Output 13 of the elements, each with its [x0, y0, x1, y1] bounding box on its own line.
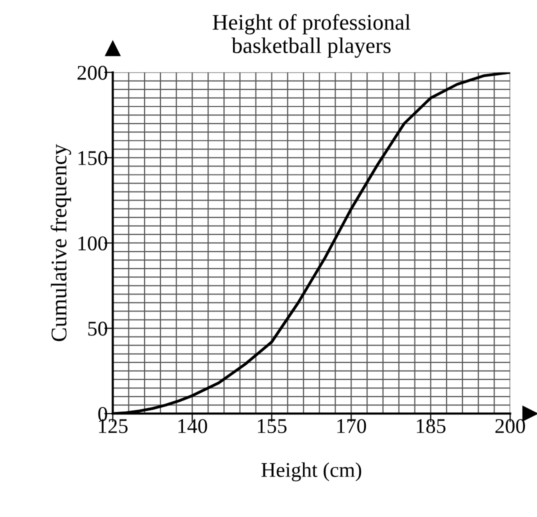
x-tick-label: 185 [416, 419, 446, 434]
y-tick-label: 100 [78, 236, 108, 250]
y-tick-label: 200 [78, 66, 108, 80]
y-tick-label: 150 [78, 151, 108, 166]
x-tick-label: 170 [337, 419, 366, 434]
chart-title: Height of professional basketball players [212, 14, 410, 58]
y-tick-label: 50 [88, 322, 108, 336]
x-tick-label: 140 [178, 419, 208, 434]
x-axis-title: Height (cm) [261, 462, 362, 482]
x-tick-label: 155 [258, 419, 287, 434]
y-axis-title: Cumulative frequency [50, 144, 72, 342]
x-tick-label: 200 [495, 419, 525, 434]
x-tick-label: 125 [98, 419, 128, 434]
